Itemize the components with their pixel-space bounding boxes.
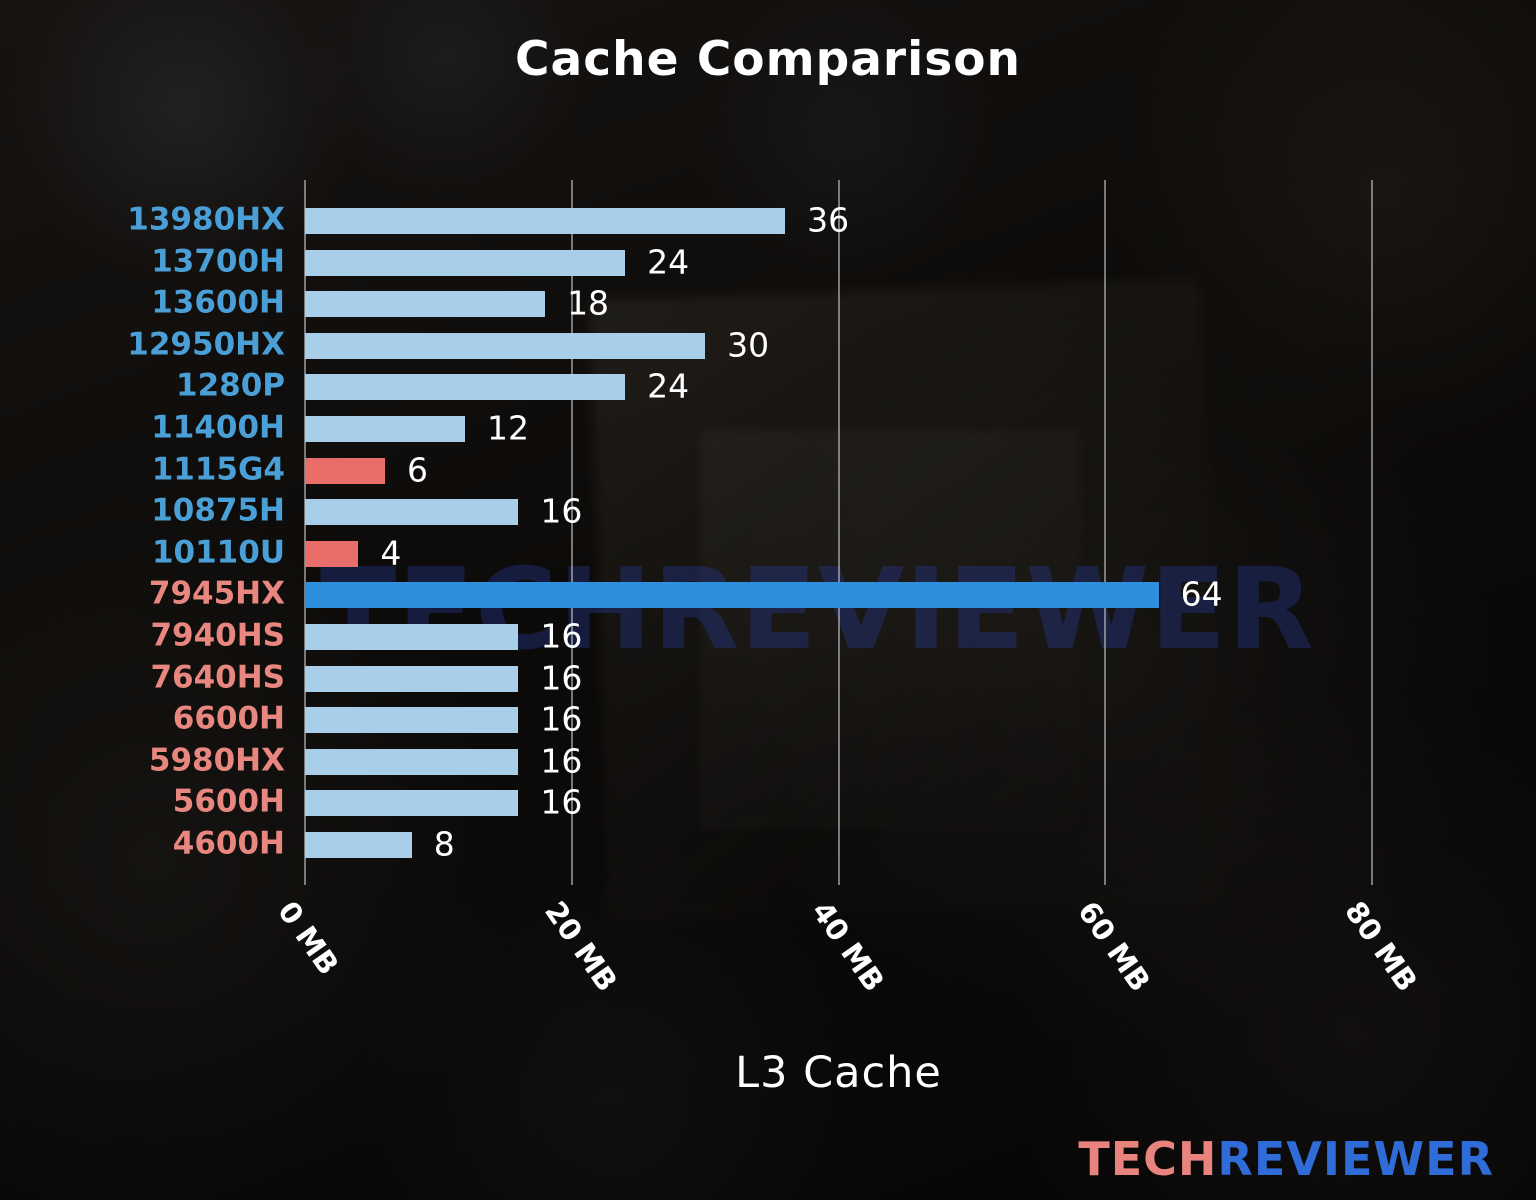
bar: [305, 582, 1159, 609]
bar: [305, 499, 519, 526]
category-label: 13600H: [151, 284, 285, 321]
bar-row: 7945HX 64: [149, 575, 1490, 614]
bar: [305, 249, 626, 276]
category-label: 5600H: [172, 783, 285, 820]
bar: [305, 374, 626, 401]
bar: [305, 208, 786, 234]
value-label: 4: [380, 533, 402, 573]
gridline: [1371, 180, 1373, 885]
x-tick-label: 80 MB: [1338, 895, 1425, 998]
bar-row: 12950HX 30: [127, 325, 1490, 364]
value-label: 12: [487, 408, 530, 448]
category-label: 12950HX: [127, 326, 285, 363]
bar-row: 13600H 18: [151, 284, 1490, 323]
bar: [305, 831, 412, 858]
value-label: 16: [540, 782, 583, 822]
bar: [305, 332, 706, 359]
logo-tech: TECH: [1078, 1132, 1218, 1186]
value-label: 16: [540, 616, 583, 656]
value-label: 16: [540, 699, 583, 739]
value-label: 6: [407, 449, 429, 489]
category-label: 1115G4: [151, 451, 285, 488]
bar: [305, 457, 386, 484]
bar-row: 6600H 16: [173, 699, 1490, 738]
category-label: 7640HS: [150, 659, 285, 696]
category-label: 1280P: [176, 367, 285, 404]
chart-title: Cache Comparison: [515, 32, 1021, 87]
gridline: [304, 180, 306, 885]
category-label: 13980HX: [127, 201, 285, 238]
category-label: 10110U: [151, 534, 285, 571]
gridline: [570, 180, 573, 885]
category-label: 7945HX: [148, 575, 285, 612]
bar-row: 5980HX 16: [149, 741, 1490, 780]
bar-row: 10110U 4: [152, 533, 1490, 572]
value-label: 8: [433, 824, 455, 864]
bar: [305, 665, 519, 692]
bar: [305, 623, 519, 650]
value-label: 24: [647, 241, 690, 281]
category-label: 5980HX: [148, 742, 285, 779]
bar-row: 11400H 12: [151, 408, 1490, 447]
value-label: 36: [807, 200, 850, 240]
bar: [305, 291, 546, 318]
bar-row: 7640HS 16: [150, 658, 1490, 697]
bar-row: 7940HS 16: [150, 616, 1490, 655]
category-label: 4600H: [172, 825, 285, 862]
category-label: 11400H: [151, 409, 285, 446]
value-label: 16: [540, 491, 583, 531]
value-label: 30: [727, 325, 770, 365]
bar: [305, 790, 519, 817]
bar: [305, 707, 519, 734]
background-cpu-die: [700, 430, 1080, 830]
bar-row: 4600H 8: [173, 824, 1490, 863]
bar-row: 5600H 16: [173, 783, 1490, 822]
value-label: 24: [647, 366, 690, 406]
category-label: 7940HS: [150, 617, 285, 654]
x-axis-label: L3 Cache: [735, 1048, 942, 1098]
bar-series: 13980HX 36 13700H 24 13600H 18 12950HX 30 1280P 2…: [127, 200, 1490, 863]
bar-row: 13980HX 36: [127, 200, 1490, 239]
bar-row: 1280P 24: [176, 367, 1490, 406]
bar: [305, 748, 519, 775]
value-label: 18: [567, 283, 610, 323]
x-tick-label: 60 MB: [1071, 895, 1158, 998]
category-label: 6600H: [172, 700, 285, 737]
value-label: 16: [540, 657, 583, 697]
brand-logo: TECHREVIEWER: [1078, 1132, 1494, 1186]
plot-area: 13980HX 36 13700H 24 13600H 18 12950HX 30 1280P 2…: [127, 180, 1490, 1098]
bar-row: 1115G4 6: [152, 450, 1490, 489]
logo-reviewer: REVIEWER: [1217, 1132, 1494, 1186]
value-label: 16: [540, 741, 583, 781]
bar: [305, 540, 359, 567]
bar-row: 13700H 24: [151, 242, 1490, 281]
bar: [305, 415, 466, 442]
category-label: 10875H: [151, 492, 285, 529]
x-tick-label: 0 MB: [271, 895, 346, 982]
gridline: [837, 180, 840, 885]
gridline: [1104, 180, 1107, 885]
bar-row: 10875H 16: [151, 491, 1490, 530]
value-label: 64: [1180, 574, 1223, 614]
category-label: 13700H: [151, 243, 285, 280]
